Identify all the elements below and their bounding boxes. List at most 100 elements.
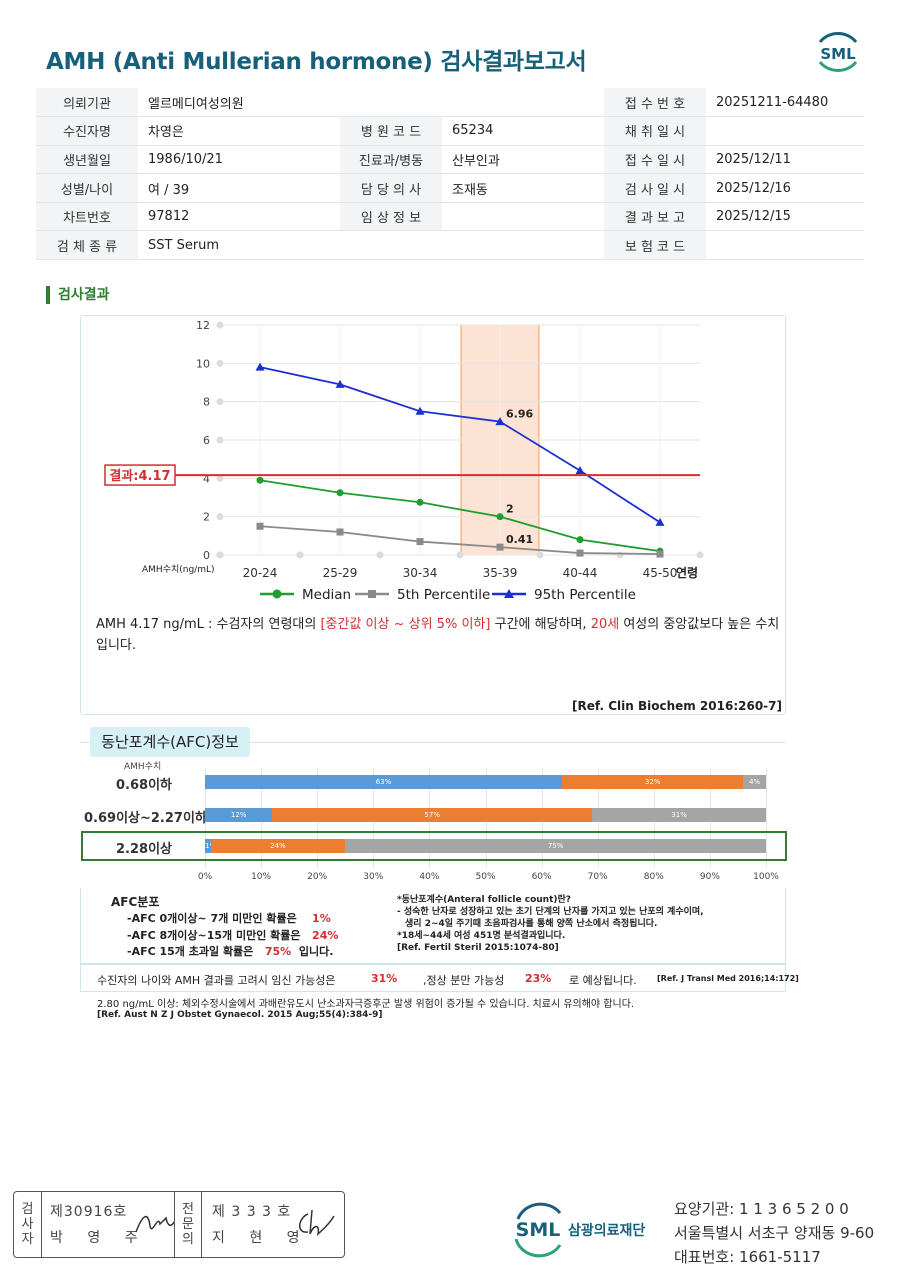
info-value: SST Serum (138, 230, 604, 261)
x-axis-unit: 연령 (676, 565, 698, 580)
y-tick-label: 12 (196, 319, 210, 332)
legend-marker (368, 590, 376, 598)
info-label: 채 취 일 시 (604, 116, 706, 146)
afc-highlight-box (81, 831, 787, 861)
info-value: 산부인과 (442, 145, 604, 175)
patient-info-table: 의뢰기관 엘르메디여성의원 접 수 번 호 20251211-64480 수진자명 차영은… (36, 88, 864, 261)
x-tick-label: 30-34 (403, 566, 438, 580)
p5-point (656, 550, 664, 558)
afc-x-tick: 10% (251, 872, 272, 882)
ohss-note: 2.80 ng/mL 이상: 체외수정시술에서 과배란유도시 난소과자극증후군 … (97, 999, 635, 1010)
afc-dist-header: AFC분포 (111, 895, 160, 909)
reference-clin-biochem: [Ref. Clin Biochem 2016:260-7] (572, 699, 782, 713)
afc-tab: 동난포계수(AFC)정보 (90, 727, 250, 757)
samkwang-logo: SML 삼광의료재단 (514, 1202, 645, 1258)
p5-point (336, 528, 344, 536)
afc-definition: *동난포계수(Anteral follicle count)란? - 성숙한 난… (397, 895, 704, 953)
x-tick-label: 20-24 (243, 566, 278, 580)
x-tick-label: 35-39 (483, 566, 518, 580)
info-label: 보 험 코 드 (604, 230, 706, 261)
median-point (256, 476, 264, 484)
info-row: 수진자명 차영은 병 원 코 드 65234 채 취 일 시 (36, 116, 864, 146)
info-value: 차영은 (138, 116, 340, 146)
data-label: 6.96 (506, 408, 533, 421)
p95-point (655, 517, 665, 526)
afc-bar: 63% 32% 4% (205, 775, 766, 789)
series-line-0 (259, 479, 661, 553)
median-point (496, 513, 504, 521)
amh-chart-panel (80, 315, 786, 715)
legend-label: 95th Percentile (534, 587, 636, 603)
amh-line-chart: 0 2 4 6 8 10 12 20-24 25-29 30-34 35-39 40-44 45-50연… (104, 319, 704, 603)
y-tick-dot (216, 474, 224, 482)
info-row: 차트번호 97812 임 상 정 보 결 과 보 고 2025/12/15 (36, 202, 864, 232)
afc-category-label: 0.68이하 (116, 778, 172, 793)
p95-point (335, 379, 345, 388)
info-label: 생년월일 (36, 145, 138, 175)
sml-logo: SML (818, 32, 858, 72)
info-value: 97812 (138, 202, 340, 232)
y-axis-label: AMH수치(ng/mL) (142, 563, 215, 575)
x-tick-label: 40-44 (563, 566, 598, 580)
data-label: 2 (506, 503, 514, 516)
afc-bar-segment: 4% (743, 775, 766, 789)
specialist-name: 지 현 영 (212, 1230, 310, 1246)
specialist-signature (299, 1209, 335, 1237)
x-tick-label: 25-29 (323, 566, 358, 580)
p5-point (496, 543, 504, 551)
median-point (576, 536, 584, 544)
footer-info: 요양기관: 1 1 3 6 5 2 0 0 서울특별시 서초구 양재동 9-60… (674, 1200, 875, 1266)
legend-label: 5th Percentile (397, 587, 490, 603)
p95-point (575, 466, 585, 475)
p5-point (416, 538, 424, 546)
afc-category-label: 0.69이상~2.27이하 (84, 811, 207, 826)
afc-unit-label: AMH수치 (124, 762, 162, 772)
afc-bar-segment: 12% (205, 808, 273, 822)
info-value: 2025/12/16 (706, 173, 864, 203)
info-row: 의뢰기관 엘르메디여성의원 접 수 번 호 20251211-64480 (36, 88, 864, 118)
y-tick-label: 6 (203, 434, 210, 447)
info-label: 담 당 의 사 (340, 173, 442, 203)
y-tick-label: 8 (203, 396, 210, 409)
reference-aust-nz: [Ref. Aust N Z J Obstet Gynaecol. 2015 A… (97, 1010, 383, 1020)
median-point (336, 489, 344, 497)
afc-bar-segment: 75% (345, 839, 766, 853)
svg-text:삼광의료재단: 삼광의료재단 (568, 1222, 645, 1239)
y-tick-dot (216, 321, 224, 329)
info-label: 차트번호 (36, 202, 138, 232)
y-tick-dot (216, 398, 224, 406)
pregnancy-prediction: 수진자의 나이와 AMH 결과를 고려시 임신 가능성은 31% ,정상 분만 … (80, 964, 799, 992)
info-label: 의뢰기관 (36, 88, 138, 118)
info-value (706, 116, 864, 146)
afc-x-tick: 90% (699, 872, 720, 882)
info-label: 임 상 정 보 (340, 202, 442, 232)
y-tick-dot (216, 436, 224, 444)
afc-bar-segment: 24% (210, 839, 346, 853)
interpretation-text: AMH 4.17 ng/mL : 수검자의 연령대의 [중간값 이상 ~ 상위 … (96, 617, 780, 653)
x-tick-dot (456, 551, 464, 559)
examiner-signature (135, 1215, 175, 1233)
x-tick-dot (616, 551, 624, 559)
p95-point (415, 406, 425, 415)
x-tick-dot (376, 551, 384, 559)
afc-x-tick: 40% (419, 872, 440, 882)
info-value (706, 230, 864, 261)
info-label: 접 수 일 시 (604, 145, 706, 175)
afc-x-tick: 80% (643, 872, 664, 882)
data-label: 0.41 (506, 533, 533, 546)
series-line-1 (259, 525, 661, 555)
info-label: 결 과 보 고 (604, 202, 706, 232)
p5-point (576, 549, 584, 557)
afc-x-tick: 20% (307, 872, 328, 882)
afc-row: -AFC 15개 초과일 확률은 75% 입니다. (127, 945, 334, 958)
info-label: 병 원 코 드 (340, 116, 442, 146)
info-value: 엘르메디여성의원 (138, 88, 604, 118)
y-tick-label: 4 (203, 472, 210, 485)
afc-x-tick: 30% (363, 872, 384, 882)
info-value: 조재동 (442, 173, 604, 203)
afc-gridline (766, 768, 767, 868)
afc-bar-segment: 1% (205, 839, 211, 853)
